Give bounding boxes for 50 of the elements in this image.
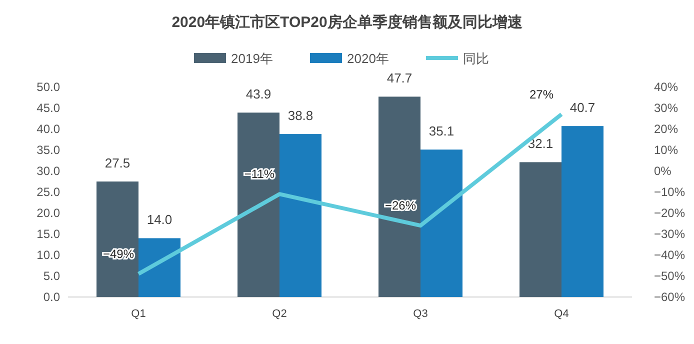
data-label: 40.7 [570, 100, 596, 116]
y2-tick-label: −20% [654, 206, 686, 220]
y2-tick-label: −10% [654, 185, 686, 199]
y-tick-label: 20.0 [36, 206, 60, 220]
bar [138, 238, 180, 297]
bar [420, 150, 462, 297]
bar [96, 182, 138, 297]
y-tick-label: 10.0 [36, 248, 60, 262]
data-label: 27% [529, 87, 554, 102]
data-label: 43.9 [246, 86, 272, 102]
y2-tick-label: 0% [654, 164, 672, 178]
legend-label: 2019年 [231, 51, 273, 66]
bar [280, 134, 322, 297]
y-tick-label: 30.0 [36, 164, 60, 178]
chart-title: 2020年镇江市区TOP20房企单季度销售额及同比增速 [172, 13, 524, 31]
data-label: −26% [384, 198, 416, 213]
data-label: 35.1 [428, 124, 454, 139]
bar [238, 112, 280, 297]
y-tick-label: 45.0 [36, 101, 60, 115]
data-label: 47.7 [386, 70, 412, 86]
y-tick-label: 5.0 [43, 269, 60, 283]
y-tick-label: 25.0 [36, 185, 60, 199]
bar [562, 126, 604, 297]
y-tick-label: 0.0 [43, 290, 60, 304]
y2-tick-label: 20% [654, 122, 678, 136]
data-label: −49% [102, 246, 134, 261]
data-label: 38.8 [288, 108, 314, 124]
line-series [136, 112, 564, 276]
bar [520, 162, 562, 297]
y2-tick-label: 10% [654, 143, 678, 157]
y2-tick-label: 30% [654, 101, 678, 115]
y-tick-label: 35.0 [36, 143, 60, 157]
x-tick-label: Q2 [272, 308, 287, 320]
y2-tick-label: −40% [654, 248, 686, 262]
data-label: 27.5 [104, 156, 130, 170]
y2-tick-label: 40% [654, 80, 678, 94]
legend-label: 2020年 [347, 51, 389, 66]
legend-label: 同比 [463, 51, 489, 66]
y2-tick-label: −30% [654, 227, 686, 241]
bar [378, 96, 420, 297]
y-tick-label: 15.0 [36, 227, 60, 241]
data-label: −11% [244, 167, 275, 182]
x-tick-label: Q3 [413, 308, 428, 320]
y-tick-label: 40.0 [36, 122, 60, 136]
y2-tick-label: −50% [654, 269, 686, 283]
x-tick-label: Q1 [131, 308, 146, 320]
y-tick-label: 50.0 [36, 80, 60, 94]
x-tick-label: Q4 [554, 308, 569, 320]
data-label: 14.0 [146, 212, 172, 228]
y2-tick-label: −60% [654, 290, 686, 304]
